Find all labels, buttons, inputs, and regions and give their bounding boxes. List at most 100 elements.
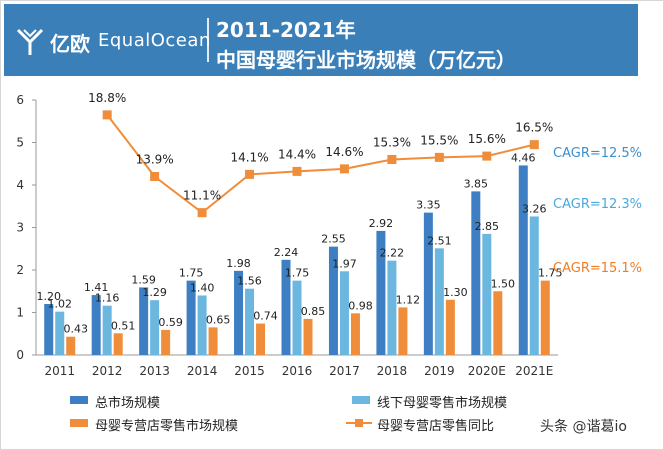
bar-value-label: 1.20 bbox=[36, 290, 61, 303]
yoy-point bbox=[482, 151, 492, 161]
bar-value-label: 1.41 bbox=[84, 281, 109, 294]
cagr-annotation: CAGR=15.1% bbox=[553, 261, 642, 276]
bar bbox=[303, 318, 313, 355]
equalocean-logo: 亿欧 EqualOcean bbox=[16, 24, 210, 60]
bar-value-label: 1.75 bbox=[179, 267, 204, 280]
x-tick-label: 2019 bbox=[424, 364, 455, 378]
bar bbox=[55, 311, 65, 355]
yoy-series-line bbox=[106, 114, 535, 214]
x-tick-label: 2011 bbox=[44, 364, 75, 378]
bar-value-label: 3.26 bbox=[522, 202, 547, 215]
bar bbox=[398, 307, 408, 355]
bar-value-label: 0.51 bbox=[111, 319, 136, 332]
x-tick-label: 2015 bbox=[234, 364, 265, 378]
bar-value-label: 2.55 bbox=[321, 233, 346, 246]
yoy-point bbox=[434, 152, 444, 162]
yoy-value-label: 14.1% bbox=[230, 150, 268, 164]
bar-value-label: 3.85 bbox=[464, 177, 489, 190]
bar-value-label: 2.92 bbox=[369, 217, 394, 230]
yoy-value-label: 15.3% bbox=[373, 136, 411, 150]
y-tick-label: 6 bbox=[16, 93, 24, 107]
logo-text-en: EqualOcean bbox=[98, 30, 211, 51]
bar-value-label: 1.56 bbox=[237, 275, 262, 288]
watermark: 头条 @谐葛io bbox=[540, 419, 627, 435]
bar bbox=[186, 280, 196, 355]
chart-title-line2: 中国母婴行业市场规模（万亿元） bbox=[216, 48, 516, 72]
y-tick-label: 1 bbox=[16, 306, 24, 320]
y-tick-label: 3 bbox=[16, 221, 24, 235]
bar-value-label: 1.97 bbox=[332, 257, 357, 270]
bar bbox=[113, 333, 123, 355]
bar-value-label: 0.74 bbox=[253, 310, 278, 323]
bar-value-label: 0.59 bbox=[158, 316, 183, 329]
yoy-point bbox=[245, 169, 255, 179]
bar bbox=[150, 300, 160, 355]
bar bbox=[281, 259, 291, 355]
yoy-value-label: 15.6% bbox=[468, 132, 506, 146]
bar bbox=[445, 299, 455, 355]
bar bbox=[161, 329, 171, 355]
bar-value-label: 2.22 bbox=[380, 247, 405, 260]
x-tick-label: 2014 bbox=[187, 364, 218, 378]
bar bbox=[91, 295, 101, 355]
x-tick-label: 2013 bbox=[139, 364, 170, 378]
x-tick-label: 2016 bbox=[282, 364, 313, 378]
yoy-point bbox=[292, 166, 302, 176]
y-tick-label: 4 bbox=[16, 178, 24, 192]
yoy-value-label: 11.1% bbox=[183, 189, 221, 203]
bar bbox=[256, 323, 266, 355]
bar bbox=[208, 327, 218, 355]
yoy-point bbox=[150, 172, 160, 181]
legend-label-offline: 线下母婴零售市场规模 bbox=[377, 396, 508, 411]
legend-swatch-yoy-marker bbox=[355, 419, 363, 427]
bar-value-label: 0.65 bbox=[206, 313, 231, 326]
bar bbox=[234, 270, 244, 355]
bar bbox=[529, 216, 539, 355]
bar-value-label: 0.98 bbox=[348, 299, 373, 312]
yoy-value-label: 18.8% bbox=[88, 91, 126, 105]
bar-value-label: 1.16 bbox=[95, 292, 120, 305]
bar-value-label: 2.24 bbox=[274, 246, 299, 259]
bar-value-label: 1.75 bbox=[538, 267, 563, 280]
y-tick-label: 2 bbox=[16, 263, 24, 277]
bar-value-label: 1.75 bbox=[285, 267, 310, 280]
legend-label-total: 总市场规模 bbox=[95, 396, 161, 411]
bar-value-label: 1.50 bbox=[491, 277, 516, 290]
bar-value-label: 4.46 bbox=[511, 151, 536, 164]
x-tick-label: 2021E bbox=[515, 364, 553, 378]
bar bbox=[197, 295, 207, 355]
yoy-value-label: 14.6% bbox=[325, 145, 363, 159]
bar-value-label: 1.12 bbox=[396, 293, 421, 306]
bar-value-label: 1.98 bbox=[226, 257, 251, 270]
legend-swatch-total bbox=[70, 396, 88, 404]
legend-label-yoy: 母婴专营店零售同比 bbox=[377, 419, 495, 434]
cagr-annotation: CAGR=12.5% bbox=[553, 146, 642, 161]
bar bbox=[44, 304, 54, 355]
chart-title-line1: 2011-2021年 bbox=[216, 18, 356, 42]
bar bbox=[292, 280, 302, 355]
legend-swatch-store bbox=[70, 419, 88, 427]
bar-value-label: 1.59 bbox=[131, 273, 156, 286]
bar-value-label: 2.51 bbox=[427, 234, 452, 247]
legend-swatch-offline bbox=[352, 396, 370, 404]
yoy-value-label: 16.5% bbox=[515, 121, 553, 135]
banner-divider bbox=[207, 18, 209, 62]
bar bbox=[339, 271, 349, 355]
bar bbox=[102, 305, 112, 355]
bar bbox=[540, 280, 550, 355]
y-tick-label: 0 bbox=[16, 348, 24, 362]
x-tick-label: 2017 bbox=[329, 364, 360, 378]
yoy-value-label: 14.4% bbox=[278, 147, 316, 161]
bar bbox=[493, 291, 503, 355]
bar bbox=[423, 212, 433, 355]
legend-label-store: 母婴专营店零售市场规模 bbox=[95, 419, 239, 434]
bar bbox=[376, 230, 386, 355]
bar-value-label: 1.29 bbox=[142, 286, 167, 299]
bar-value-label: 0.85 bbox=[301, 305, 326, 318]
yoy-point bbox=[387, 155, 397, 164]
y-tick-label: 5 bbox=[16, 136, 24, 150]
bar-value-label: 3.35 bbox=[416, 199, 441, 212]
x-tick-label: 2020E bbox=[468, 364, 506, 378]
logo-text-cn: 亿欧 bbox=[50, 32, 90, 56]
yoy-point bbox=[529, 140, 539, 150]
